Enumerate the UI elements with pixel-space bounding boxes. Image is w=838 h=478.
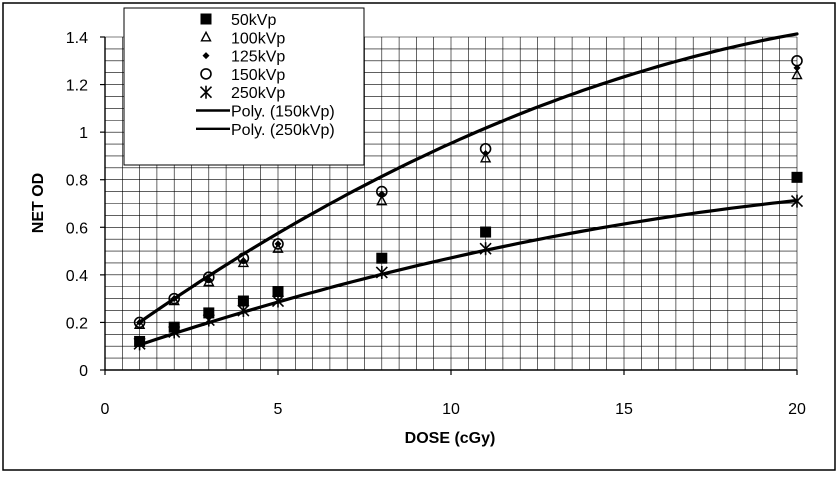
- marker-triangle: [133, 318, 146, 330]
- marker-diamond: [202, 52, 210, 60]
- data-point: [203, 307, 215, 319]
- marker-circle: [203, 271, 215, 284]
- data-point: [375, 185, 388, 198]
- data-point: [480, 226, 492, 238]
- y-tick-label: 1: [79, 125, 88, 142]
- y-tick-label: 0.8: [66, 173, 88, 190]
- legend-label: 250kVp: [231, 85, 285, 102]
- marker-square: [376, 252, 388, 264]
- marker-circle: [272, 238, 284, 250]
- marker-diamond: [136, 318, 144, 326]
- marker-circle: [479, 142, 492, 155]
- legend-marker: [200, 13, 212, 25]
- x-tick-label: 5: [274, 401, 283, 418]
- x-tick-label: 10: [442, 401, 460, 418]
- data-point: [790, 194, 804, 208]
- data-point: [271, 294, 285, 308]
- data-point: [791, 171, 803, 183]
- marker-diamond: [170, 295, 178, 303]
- marker-triangle: [791, 68, 803, 80]
- marker-triangle: [168, 294, 180, 306]
- data-point: [479, 151, 492, 163]
- x-tick-label: 20: [788, 401, 806, 418]
- legend-marker: [202, 52, 210, 60]
- marker-circle: [791, 54, 803, 67]
- tick-labels: 0 5 10 15 20 0 0.2 0.4 0.6 0.8 1 1.2 1.4: [66, 30, 806, 418]
- data-points: [133, 54, 804, 351]
- legend-marker: [200, 68, 212, 80]
- legend-marker: [200, 30, 212, 42]
- legend-label: 50kVp: [231, 12, 276, 29]
- data-point: [136, 318, 144, 326]
- data-point: [479, 242, 492, 256]
- legend-label: 100kVp: [231, 30, 285, 47]
- data-point: [237, 295, 249, 307]
- data-point: [274, 240, 282, 248]
- legend-marker: [199, 85, 213, 99]
- y-tick-label: 1.4: [66, 30, 88, 47]
- legend-label: 150kVp: [231, 67, 285, 84]
- marker-circle: [133, 316, 146, 329]
- trendline: [138, 32, 799, 324]
- marker-circle: [237, 252, 250, 265]
- marker-diamond: [274, 240, 282, 248]
- data-point: [376, 252, 388, 264]
- marker-circle: [168, 292, 180, 305]
- data-point: [168, 294, 180, 306]
- marker-square: [480, 226, 492, 238]
- x-tick-label: 0: [101, 401, 110, 418]
- trendline: [138, 198, 799, 347]
- marker-square: [200, 13, 212, 25]
- data-point: [237, 304, 250, 318]
- marker-triangle: [479, 151, 492, 163]
- data-point: [237, 252, 250, 265]
- data-point: [791, 68, 803, 80]
- y-tick-label: 1.2: [66, 78, 88, 95]
- marker-triangle: [200, 30, 212, 42]
- marker-circle: [375, 185, 388, 198]
- x-tick-label: 15: [615, 401, 633, 418]
- y-tick-label: 0.4: [66, 268, 88, 285]
- data-point: [203, 271, 215, 284]
- y-tick-label: 0.6: [66, 220, 88, 237]
- data-point: [170, 295, 178, 303]
- legend-label: Poly. (250kVp): [231, 122, 335, 139]
- data-point: [133, 318, 146, 330]
- data-point: [479, 142, 492, 155]
- data-point: [791, 54, 803, 67]
- trendlines: [138, 32, 799, 347]
- legend-box: [123, 7, 365, 166]
- marker-square: [272, 286, 284, 298]
- marker-circle: [200, 68, 212, 80]
- data-point: [133, 316, 146, 329]
- data-point: [272, 238, 284, 250]
- legend-label: 125kVp: [231, 49, 285, 66]
- data-point: [133, 337, 146, 351]
- x-axis-title: DOSE (cGy): [405, 430, 496, 447]
- marker-square: [237, 295, 249, 307]
- data-point: [375, 265, 388, 279]
- axes: [100, 36, 798, 375]
- marker-triangle: [376, 194, 388, 206]
- y-axis-title: NET OD: [30, 173, 47, 233]
- y-tick-label: 0: [79, 363, 88, 380]
- legend-label: Poly. (150kVp): [231, 104, 335, 121]
- y-tick-label: 0.2: [66, 315, 88, 332]
- marker-square: [203, 307, 215, 319]
- data-point: [272, 286, 284, 298]
- data-point: [168, 292, 180, 305]
- data-point: [202, 313, 215, 327]
- marker-square: [791, 171, 803, 183]
- data-point: [168, 325, 181, 339]
- data-point: [376, 194, 388, 206]
